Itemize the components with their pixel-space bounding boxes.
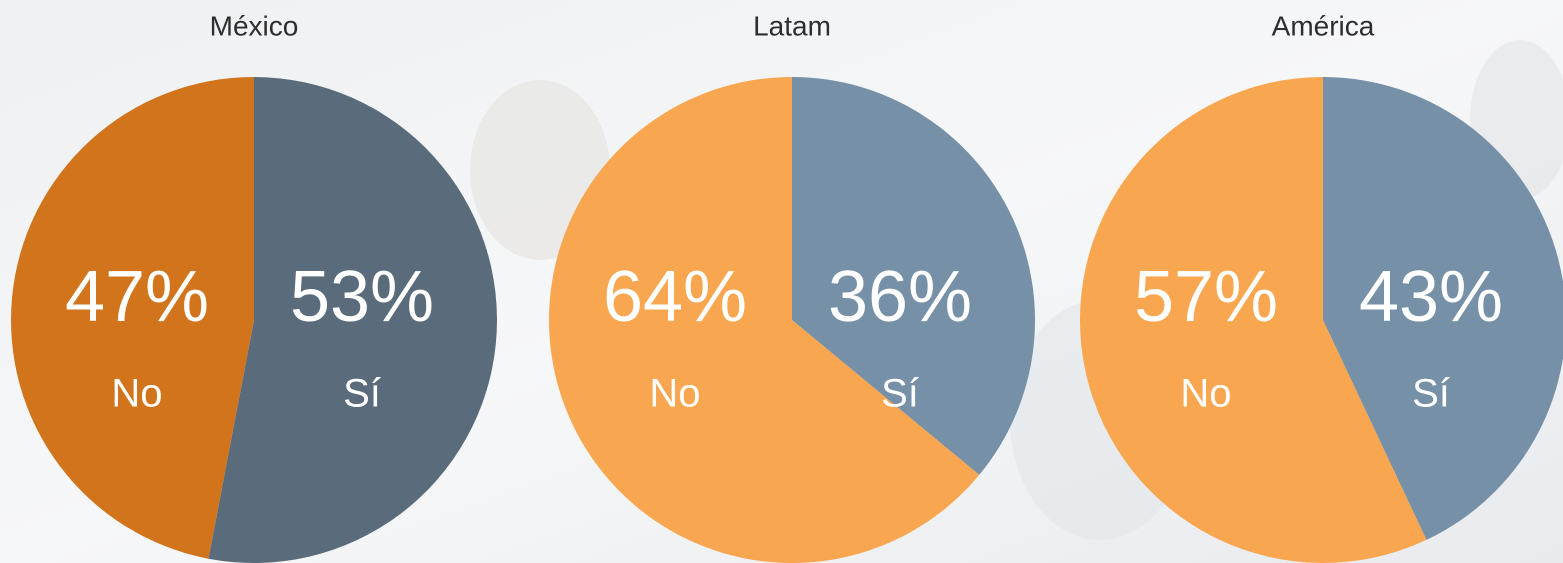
category-label: Sí [881,372,919,416]
pie-slice [208,77,497,563]
pie-slice [1323,77,1563,540]
category-label: Sí [343,372,381,416]
pie-slice [11,77,254,559]
category-label: No [649,372,700,416]
data-label: 64% [603,257,747,337]
pie-slice [1079,77,1427,563]
category-label: No [1180,372,1231,416]
chart-title: Latam [753,10,831,41]
data-label: 36% [828,257,972,337]
category-label: No [111,372,162,416]
data-label: 47% [65,257,209,337]
chart-title: México [210,10,299,41]
data-label: 53% [290,257,434,337]
pie-slice [549,77,980,563]
data-label: 43% [1359,257,1503,337]
category-label: Sí [1412,372,1450,416]
data-label: 57% [1134,257,1278,337]
chart-title: América [1272,10,1375,41]
pie-slice [792,77,1035,475]
